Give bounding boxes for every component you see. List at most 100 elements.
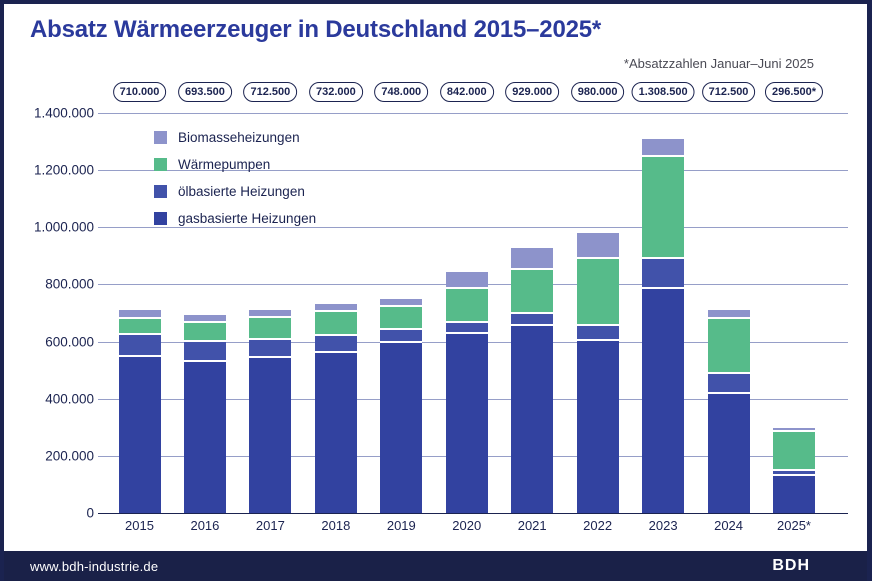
bar-segment-biomass-2016 (183, 314, 226, 323)
legend-swatch-icon (154, 158, 167, 171)
gridline-1.000.000 (98, 227, 848, 229)
x-tick-label-2020: 2020 (452, 518, 482, 533)
bar-segment-heatpump-2015 (118, 319, 161, 336)
legend-swatch-icon (154, 212, 167, 225)
total-label-2023: 1.308.500 (631, 82, 695, 102)
bar-segment-gas-2018 (314, 353, 357, 513)
bar-segment-heatpump-2018 (314, 311, 357, 336)
bar-segment-oil-2021 (511, 313, 554, 327)
bar-segment-gas-2019 (380, 343, 423, 513)
bar-segment-heatpump-2021 (511, 269, 554, 314)
bar-segment-oil-2022 (576, 326, 619, 341)
x-tick-label-2025: 2025* (777, 518, 811, 533)
x-tick-label-2017: 2017 (255, 518, 285, 533)
total-label-2019: 748.000 (374, 82, 429, 102)
legend-item-gasbasierte-heizungen: gasbasierte Heizungen (154, 205, 316, 232)
stacked-bar-2019 (380, 299, 423, 513)
total-label-2022: 980.000 (570, 82, 625, 102)
footer-bar: www.bdh-industrie.de BDH (4, 551, 867, 581)
chart-legend: Biomasseheizungen Wärmepumpen ölbasierte H… (154, 124, 316, 232)
legend-item--lbasierte-heizungen: ölbasierte Heizungen (154, 178, 316, 205)
legend-item-w-rmepumpen: Wärmepumpen (154, 151, 316, 178)
x-tick-label-2015: 2015 (125, 518, 154, 533)
bar-segment-oil-2015 (118, 335, 161, 358)
legend-label: Wärmepumpen (178, 157, 271, 172)
bar-segment-heatpump-2022 (576, 258, 619, 327)
bar-segment-biomass-2024 (707, 309, 750, 320)
gridline-1.400.000 (98, 113, 848, 114)
bar-segment-biomass-2023 (642, 139, 685, 158)
legend-label: ölbasierte Heizungen (178, 184, 305, 199)
x-tick-label-2021: 2021 (517, 518, 547, 533)
bar-segment-gas-2022 (576, 340, 619, 513)
bar-segment-heatpump-2025 (773, 431, 815, 472)
bar-segment-gas-2016 (183, 362, 226, 513)
y-tick-label: 1.400.000 (33, 105, 94, 121)
bar-segment-heatpump-2016 (183, 322, 226, 342)
total-label-2015: 710.000 (112, 82, 167, 102)
bar-segment-gas-2020 (445, 333, 488, 513)
bar-segment-oil-2016 (183, 341, 226, 363)
bdh-logo: BDH (772, 557, 810, 574)
x-tick-label-2016: 2016 (190, 518, 220, 533)
x-tick-label-2024: 2024 (714, 518, 744, 533)
y-tick-label: 200.000 (45, 448, 94, 464)
bar-segment-gas-2024 (707, 394, 750, 513)
bar-segment-biomass-2017 (249, 309, 292, 318)
bar-segment-heatpump-2024 (707, 319, 750, 375)
bar-segment-gas-2021 (511, 326, 554, 513)
bar-segment-heatpump-2017 (249, 317, 292, 341)
plot-area (98, 113, 848, 514)
y-tick-label: 1.000.000 (33, 219, 94, 235)
total-label-2017: 712.500 (243, 82, 298, 102)
bar-segment-oil-2018 (314, 335, 357, 353)
chart-footnote: *Absatzzahlen Januar–Juni 2025 (623, 56, 814, 71)
total-label-2018: 732.000 (308, 82, 363, 102)
legend-swatch-icon (154, 131, 167, 144)
total-label-2024: 712.500 (701, 82, 756, 102)
y-tick-label: 0 (86, 505, 94, 521)
x-tick-label-2022: 2022 (583, 518, 613, 533)
bar-segment-oil-2024 (707, 374, 750, 395)
total-label-2020: 842.000 (439, 82, 494, 102)
total-label-2025: 296.500* (764, 82, 824, 102)
bar-segment-biomass-2020 (445, 272, 488, 289)
stacked-bar-2024 (707, 309, 750, 513)
x-tick-label-2019: 2019 (386, 518, 416, 533)
bar-segment-heatpump-2019 (380, 307, 423, 330)
y-tick-label: 800.000 (45, 276, 94, 292)
bar-segment-biomass-2019 (380, 299, 423, 308)
legend-label: gasbasierte Heizungen (178, 211, 317, 226)
x-tick-label-2023: 2023 (648, 518, 678, 533)
y-tick-label: 400.000 (45, 391, 94, 407)
bar-segment-biomass-2022 (576, 233, 619, 259)
legend-item-biomasseheizungen: Biomasseheizungen (154, 124, 316, 151)
stacked-bar-2022 (576, 233, 619, 513)
bar-segment-biomass-2015 (118, 310, 161, 320)
bar-segment-biomass-2025 (773, 428, 815, 432)
footer-website: www.bdh-industrie.de (30, 558, 159, 574)
bar-segment-heatpump-2020 (445, 288, 488, 323)
x-tick-label-2018: 2018 (321, 518, 351, 533)
legend-label: Biomasseheizungen (178, 130, 300, 145)
bar-segment-gas-2025 (773, 476, 815, 513)
bar-segment-gas-2023 (642, 289, 685, 513)
bar-segment-oil-2020 (445, 322, 488, 334)
bar-segment-gas-2015 (118, 357, 161, 513)
stacked-bar-2025 (773, 428, 815, 513)
bar-segment-gas-2017 (249, 357, 292, 513)
stacked-bar-2020 (445, 272, 488, 513)
gridline-1.200.000 (98, 170, 848, 172)
stacked-bar-2017 (249, 309, 292, 513)
y-tick-label: 600.000 (45, 334, 94, 350)
chart-title: Absatz Wärmeerzeuger in Deutschland 2015… (30, 16, 602, 43)
stacked-bar-2016 (183, 314, 226, 513)
bar-segment-heatpump-2023 (642, 157, 685, 259)
stacked-bar-2015 (118, 310, 161, 513)
total-label-2021: 929.000 (505, 82, 560, 102)
x-axis-line (98, 513, 848, 514)
stacked-bar-2023 (642, 139, 685, 513)
bar-segment-oil-2017 (249, 340, 292, 358)
bar-segment-biomass-2021 (511, 247, 554, 270)
